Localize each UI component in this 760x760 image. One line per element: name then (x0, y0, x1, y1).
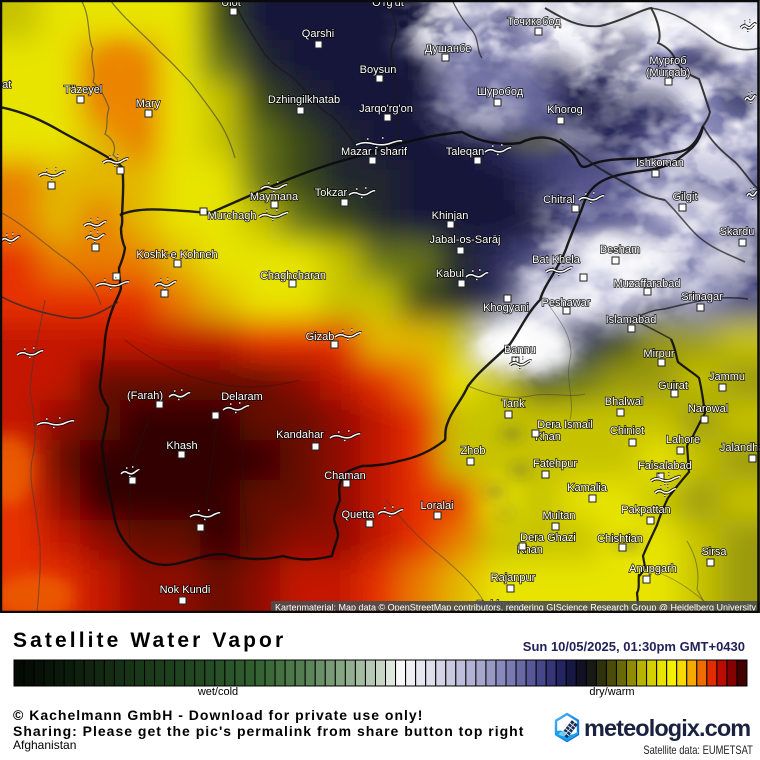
svg-text:Tokzar: Tokzar (315, 187, 348, 199)
svg-text:Koshk-e Kohneh: Koshk-e Kohneh (136, 249, 217, 261)
svg-text:Khorog: Khorog (547, 104, 582, 116)
svg-text:Tank: Tank (501, 398, 525, 410)
svg-text:Faisalabad: Faisalabad (638, 460, 692, 472)
svg-text:Maymana: Maymana (250, 191, 299, 203)
svg-text:Kartenmaterial: Map data © Ope: Kartenmaterial: Map data © OpenStreetMap… (275, 603, 756, 613)
svg-text:Mazar i sharif: Mazar i sharif (341, 146, 408, 158)
svg-text:Chaman: Chaman (324, 470, 366, 482)
svg-text:Srinagar: Srinagar (681, 291, 723, 303)
svg-text:Точикобод: Точикобод (507, 16, 561, 28)
svg-text:Anupgarh: Anupgarh (629, 563, 677, 575)
svg-text:Душанбе: Душанбе (425, 43, 472, 55)
svg-text:Ulot: Ulot (221, 0, 241, 9)
svg-text:Jabal-os-Sarāj: Jabal-os-Sarāj (430, 234, 501, 246)
svg-text:Sirsa: Sirsa (701, 546, 727, 558)
svg-text:Khan: Khan (535, 431, 561, 443)
svg-text:Jalandhar: Jalandhar (720, 442, 760, 454)
svg-text:Taleqan: Taleqan (446, 146, 485, 158)
svg-text:Quetta: Quetta (341, 509, 375, 521)
svg-text:Multan: Multan (542, 510, 575, 522)
svg-text:Bannu: Bannu (504, 344, 536, 356)
svg-text:Qarshi: Qarshi (302, 28, 334, 40)
svg-text:wet/cold: wet/cold (197, 686, 238, 698)
svg-text:Chitral: Chitral (543, 194, 575, 206)
svg-text:Fatehpur: Fatehpur (533, 458, 577, 470)
svg-text:Kabul: Kabul (436, 268, 464, 280)
svg-text:bat: bat (0, 79, 11, 91)
svg-text:Mary: Mary (136, 98, 161, 110)
svg-text:Kamalia: Kamalia (567, 482, 608, 494)
svg-text:Murchagh: Murchagh (208, 210, 257, 222)
svg-text:Chiniot: Chiniot (610, 425, 644, 437)
svg-text:Мурғоб: Мурғоб (649, 55, 686, 67)
svg-text:Chaghcharan: Chaghcharan (260, 270, 326, 282)
svg-text:Skardu: Skardu (720, 226, 755, 238)
svg-text:Шуробод: Шуробод (477, 86, 524, 98)
svg-text:Gilgit: Gilgit (672, 191, 697, 203)
svg-text:Pakpattan: Pakpattan (621, 504, 671, 516)
svg-text:Dera Ismail: Dera Ismail (537, 419, 593, 431)
svg-text:Islamabad: Islamabad (606, 314, 657, 326)
svg-text:dry/warm: dry/warm (589, 686, 634, 698)
svg-text:meteologix.com: meteologix.com (584, 715, 750, 741)
svg-text:Bat Khela: Bat Khela (532, 254, 581, 266)
svg-text:Rajanpur: Rajanpur (491, 572, 536, 584)
svg-text:Gizab: Gizab (306, 331, 335, 343)
svg-text:Mirpur: Mirpur (643, 348, 675, 360)
svg-text:Kandahar: Kandahar (276, 429, 324, 441)
svg-text:Täzeyеl: Täzeyеl (64, 84, 103, 96)
svg-text:Loralai: Loralai (420, 500, 453, 512)
svg-text:Ishkoman: Ishkoman (636, 157, 684, 169)
svg-text:(Farah): (Farah) (127, 390, 163, 402)
svg-text:Besham: Besham (600, 244, 640, 256)
svg-text:Bhalwal: Bhalwal (605, 396, 644, 408)
svg-text:Dera Ghazi: Dera Ghazi (520, 532, 576, 544)
svg-text:Jammu: Jammu (709, 371, 745, 383)
svg-text:Gujrat: Gujrat (658, 380, 688, 392)
svg-text:Khogyani: Khogyani (483, 302, 529, 314)
svg-text:Lahore: Lahore (666, 434, 700, 446)
svg-text:Peshawar: Peshawar (542, 297, 591, 309)
svg-text:O'rg'ut: O'rg'ut (372, 0, 404, 9)
svg-text:Khash: Khash (166, 440, 197, 452)
svg-text:Dzhingilkhatab: Dzhingilkhatab (268, 94, 340, 106)
svg-text:Nok Kundi: Nok Kundi (160, 584, 211, 596)
svg-text:Delaram: Delaram (221, 391, 263, 403)
svg-text:Narowal: Narowal (688, 403, 728, 415)
svg-text:Jarqo'rg'on: Jarqo'rg'on (359, 103, 413, 115)
svg-text:(Murgab): (Murgab) (646, 67, 691, 79)
svg-text:Boysun: Boysun (360, 64, 397, 76)
svg-text:Zhob: Zhob (460, 445, 485, 457)
svg-text:Muzaffarabad: Muzaffarabad (613, 278, 680, 290)
svg-text:Khinjan: Khinjan (432, 210, 469, 222)
svg-text:Chishtian: Chishtian (597, 533, 643, 545)
